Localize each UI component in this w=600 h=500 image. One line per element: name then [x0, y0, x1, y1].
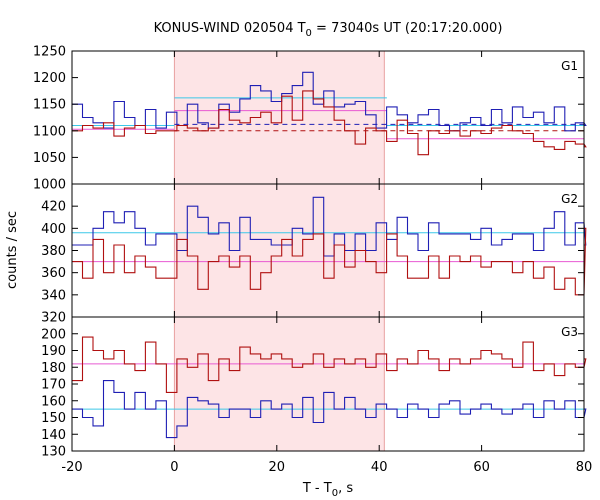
- x-axis-label: T - T0, s: [302, 481, 353, 499]
- xlabel-subscript: 0: [332, 488, 338, 499]
- g3-y-tick-label: 130: [41, 445, 66, 460]
- g3-y-tick-label: 190: [41, 344, 66, 359]
- g1-y-tick-label: 1050: [33, 151, 66, 166]
- xlabel-prefix: T - T: [302, 481, 332, 496]
- g1-y-tick-label: 1000: [33, 178, 66, 193]
- x-tick-label: 60: [473, 460, 490, 475]
- title-subscript: 0: [306, 28, 312, 39]
- g2-y-tick-label: 340: [41, 288, 66, 303]
- g3-panel-frame: [71, 316, 585, 452]
- g3-y-tick-label: 140: [41, 428, 66, 443]
- g3-y-tick-label: 160: [41, 394, 66, 409]
- chart-title: KONUS-WIND 020504 T0 = 73040s UT (20:17:…: [154, 21, 503, 39]
- g2-y-tick-label: 360: [41, 266, 66, 281]
- g2-y-tick-label: 400: [41, 222, 66, 237]
- g1-y-tick-label: 1150: [33, 98, 66, 113]
- x-tick-label: 0: [170, 460, 178, 475]
- g2-y-tick-label: 380: [41, 244, 66, 259]
- g3-y-tick-label: 170: [41, 378, 66, 393]
- g1-panel-label: G1: [561, 59, 578, 73]
- g1-blue-series: [72, 71, 587, 132]
- g3-panel-label: G3: [561, 325, 578, 339]
- x-tick-label: -20: [61, 460, 82, 475]
- g3-y-tick-label: 200: [41, 327, 66, 342]
- g2-y-tick-label: 320: [41, 311, 66, 326]
- plot-area: 1000 1050 1100 1150 1200 1250 G1 320 340 360 380 40…: [33, 45, 592, 476]
- g3-y-tick-label: 150: [41, 411, 66, 426]
- g2-panel-label: G2: [561, 192, 578, 206]
- xlabel-suffix: , s: [338, 481, 353, 496]
- g3-red-series: [72, 336, 587, 393]
- g3-blue-series: [72, 380, 587, 439]
- title-suffix: = 73040s UT (20:17:20.000): [312, 21, 502, 36]
- g1-y-tick-label: 1250: [33, 45, 66, 60]
- g3-y-tick-label: 180: [41, 361, 66, 376]
- x-tick-label: 80: [576, 460, 593, 475]
- g1-y-tick-label: 1100: [33, 124, 66, 139]
- title-prefix: KONUS-WIND 020504 T: [154, 21, 306, 36]
- g2-blue-series: [72, 196, 587, 257]
- x-tick-label: 20: [269, 460, 286, 475]
- g1-red-series: [72, 90, 587, 156]
- x-tick-label: 40: [371, 460, 388, 475]
- g2-red-series: [72, 227, 587, 296]
- g1-y-tick-label: 1200: [33, 71, 66, 86]
- y-axis-label: counts / sec: [5, 211, 20, 289]
- g2-y-tick-label: 420: [41, 200, 66, 215]
